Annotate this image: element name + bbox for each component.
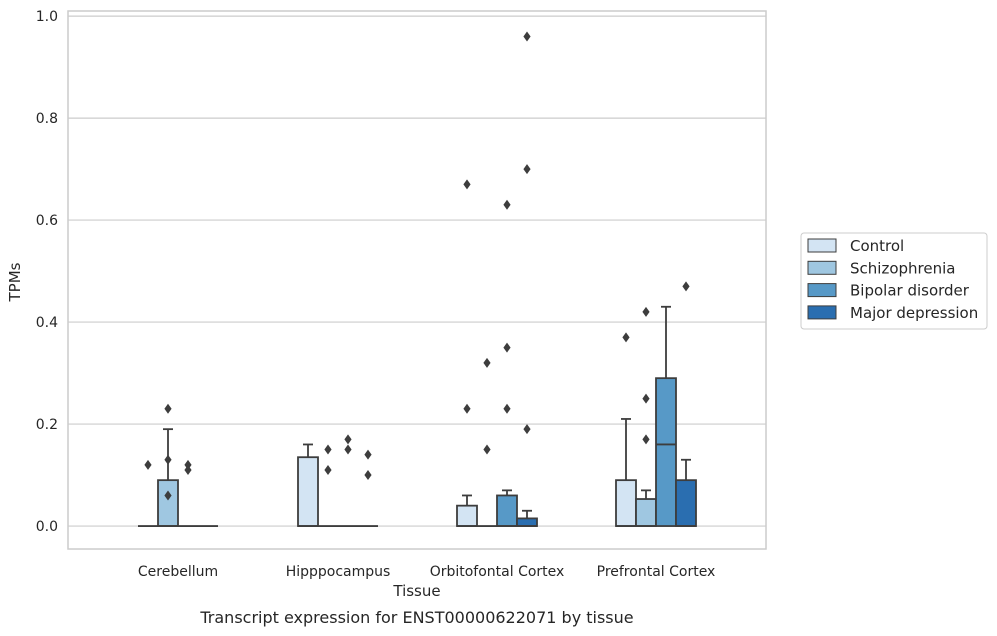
y-tick-label: 0.6 bbox=[36, 213, 58, 229]
x-axis-label: Tissue bbox=[392, 582, 440, 600]
y-tick-label: 0.0 bbox=[36, 519, 58, 535]
y-tick-label: 0.2 bbox=[36, 417, 58, 433]
outlier-point bbox=[364, 449, 372, 460]
outlier-point bbox=[622, 332, 630, 343]
box-1-3 bbox=[358, 449, 378, 527]
y-axis-label: TPMs bbox=[6, 262, 24, 302]
box-3-0 bbox=[615, 332, 637, 527]
y-tick-label: 0.4 bbox=[36, 315, 58, 331]
legend-label: Bipolar disorder bbox=[850, 282, 970, 300]
x-axis-ticks: Cerebellum Hipppocampus Orbitofontal Corte… bbox=[138, 564, 715, 580]
chart-caption: Transcript expression for ENST0000062207… bbox=[199, 608, 633, 627]
y-axis-ticks: 0.0 0.2 0.4 0.6 0.8 1.0 bbox=[36, 9, 58, 535]
outlier-point bbox=[184, 464, 192, 475]
x-tick-label: Cerebellum bbox=[138, 564, 218, 580]
box-2-2 bbox=[496, 199, 518, 527]
box-body bbox=[157, 479, 179, 527]
box-1-2 bbox=[338, 434, 358, 527]
box-body bbox=[496, 494, 518, 527]
box-body bbox=[655, 377, 677, 527]
legend-swatch bbox=[807, 305, 837, 320]
box-1-0 bbox=[297, 443, 319, 527]
box-0-0 bbox=[138, 459, 158, 527]
y-tick-label: 0.8 bbox=[36, 111, 58, 127]
outlier-point bbox=[164, 490, 172, 501]
box-body bbox=[635, 498, 657, 527]
plot-area bbox=[138, 31, 697, 527]
legend-swatch bbox=[807, 260, 837, 275]
outlier-point bbox=[523, 164, 531, 175]
outlier-point bbox=[642, 393, 650, 404]
legend: Control Schizophrenia Bipolar disorder Majo… bbox=[800, 232, 988, 330]
box-body bbox=[516, 517, 538, 527]
outlier-point bbox=[642, 306, 650, 317]
outlier-point bbox=[503, 342, 511, 353]
legend-swatch bbox=[807, 238, 837, 253]
box-0-1 bbox=[157, 403, 179, 527]
outlier-point bbox=[324, 464, 332, 475]
box-3-3 bbox=[675, 281, 697, 527]
legend-label: Schizophrenia bbox=[850, 259, 955, 277]
legend-label: Major depression bbox=[850, 304, 978, 322]
box-0-2 bbox=[178, 459, 198, 527]
box-body bbox=[456, 504, 478, 527]
outlier-point bbox=[483, 444, 491, 455]
x-tick-label: Hipppocampus bbox=[286, 564, 391, 580]
legend-box bbox=[800, 232, 988, 330]
outlier-point bbox=[523, 424, 531, 435]
outlier-point bbox=[463, 179, 471, 190]
box-2-3 bbox=[516, 31, 538, 527]
outlier-point bbox=[682, 281, 690, 292]
box-2-0 bbox=[456, 179, 478, 527]
plot-frame bbox=[67, 10, 767, 550]
outlier-point bbox=[324, 444, 332, 455]
box-body bbox=[297, 456, 319, 527]
outlier-point bbox=[164, 403, 172, 414]
legend-label: Control bbox=[850, 237, 904, 255]
outlier-point bbox=[364, 470, 372, 481]
x-tick-label: Orbitofontal Cortex bbox=[430, 564, 565, 580]
box-3-1 bbox=[635, 306, 657, 527]
outlier-point bbox=[344, 434, 352, 445]
outlier-point bbox=[503, 403, 511, 414]
outlier-point bbox=[463, 403, 471, 414]
box-2-1 bbox=[477, 357, 497, 527]
box-1-1 bbox=[318, 444, 338, 527]
box-body bbox=[675, 479, 697, 527]
box-3-2 bbox=[655, 305, 677, 527]
outlier-point bbox=[144, 459, 152, 470]
outlier-point bbox=[503, 199, 511, 210]
outlier-point bbox=[483, 357, 491, 368]
outlier-point bbox=[184, 459, 192, 470]
x-tick-label: Prefrontal Cortex bbox=[597, 564, 716, 580]
outlier-point bbox=[344, 444, 352, 455]
outlier-point bbox=[642, 434, 650, 445]
y-tick-label: 1.0 bbox=[36, 9, 58, 25]
legend-swatch bbox=[807, 283, 837, 298]
box-body bbox=[615, 479, 637, 527]
outlier-point bbox=[164, 454, 172, 465]
outlier-point bbox=[523, 31, 531, 42]
